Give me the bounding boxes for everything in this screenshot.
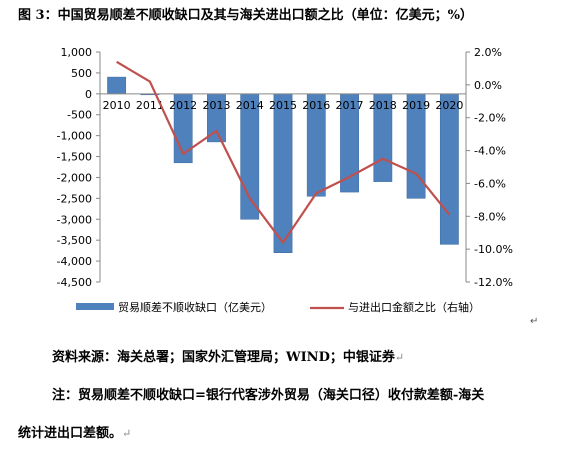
- paragraph-mark: ↵: [530, 316, 539, 327]
- right-tick-label: -12.0%: [474, 276, 513, 289]
- left-tick-label: 0: [85, 88, 92, 101]
- note-label-1: 注：贸易顺差不顺收缺口=银行代客涉外贸易（海关口径）收付款差额-海关: [52, 388, 485, 403]
- left-tick-label: -4,000: [57, 255, 92, 268]
- category-label: 2015: [269, 99, 297, 112]
- category-label: 2011: [136, 99, 164, 112]
- right-tick-label: -6.0%: [474, 177, 506, 190]
- bar: [273, 93, 293, 253]
- bar: [240, 93, 260, 220]
- chart: 1,000 500 0 -500 -1,000 -1,500 -2,000 -2,500 -3,…: [14, 38, 542, 327]
- legend-line-label: 与进出口金额之比（右轴）: [348, 300, 480, 314]
- left-tick-label: -1,000: [57, 130, 92, 143]
- right-tick-label: 0.0%: [474, 79, 502, 92]
- source-text: 资料来源：海关总署；国家外汇管理局；WIND；中银证券↵: [52, 346, 404, 365]
- left-tick-label: -1,500: [57, 151, 92, 164]
- left-tick-label: -3,500: [57, 234, 92, 247]
- category-label: 2013: [202, 99, 230, 112]
- paragraph-mark: ↵: [122, 427, 132, 440]
- figure-title: 图 3：中国贸易顺差不顺收缺口及其与海关进出口额之比（单位：亿美元；%）: [18, 8, 473, 23]
- legend-bar-swatch: [76, 303, 114, 310]
- right-tick-label: -8.0%: [474, 210, 506, 223]
- legend-bar-label: 贸易顺差不顺收缺口（亿美元）: [118, 300, 272, 314]
- bar: [439, 93, 459, 245]
- left-tick-label: -4,500: [57, 276, 92, 289]
- chart-svg: 1,000 500 0 -500 -1,000 -1,500 -2,000 -2,500 -3,…: [57, 46, 513, 314]
- category-label: 2012: [169, 99, 197, 112]
- bar: [107, 76, 127, 95]
- category-label: 2010: [103, 99, 131, 112]
- category-label: 2019: [402, 99, 430, 112]
- left-tick-label: -2,500: [57, 192, 92, 205]
- paragraph-mark: ↵: [394, 351, 405, 364]
- category-label: 2020: [435, 99, 463, 112]
- left-tick-label: -2,000: [57, 171, 92, 184]
- category-label: 2018: [369, 99, 397, 112]
- ratio-series-line: [116, 60, 451, 244]
- left-tick-label: -500: [67, 109, 92, 122]
- right-tick-label: -2.0%: [474, 112, 506, 125]
- category-label: 2017: [336, 99, 364, 112]
- left-tick-label: 1,000: [61, 46, 93, 59]
- note-text-line-1: 注：贸易顺差不顺收缺口=银行代客涉外贸易（海关口径）收付款差额-海关: [52, 384, 484, 403]
- right-tick-label: -4.0%: [474, 145, 506, 158]
- note-text-line-2: 统计进出口差额。↵: [18, 422, 131, 441]
- left-tick-label: -3,000: [57, 213, 92, 226]
- category-label: 2016: [302, 99, 330, 112]
- source-label: 资料来源：海关总署；国家外汇管理局；WIND；中银证券: [52, 350, 395, 365]
- right-tick-label: 2.0%: [474, 46, 502, 59]
- category-label: 2014: [236, 99, 264, 112]
- note-label-2: 统计进出口差额。: [18, 426, 123, 441]
- right-tick-label: -10.0%: [474, 243, 513, 256]
- left-tick-label: 500: [71, 67, 92, 80]
